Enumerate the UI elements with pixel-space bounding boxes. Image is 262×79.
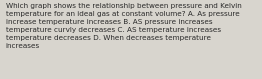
Text: Which graph shows the relationship between pressure and Kelvin
temperature for a: Which graph shows the relationship betwe… [6, 3, 242, 49]
